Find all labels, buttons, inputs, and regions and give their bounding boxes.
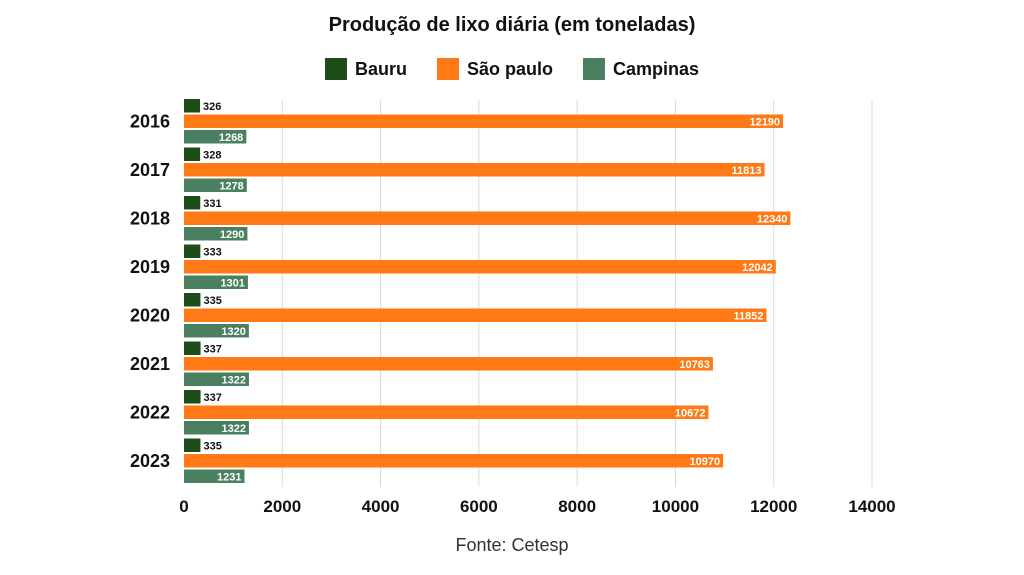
data-label: 333 (203, 246, 221, 258)
data-label: 335 (203, 440, 221, 452)
bar (184, 178, 247, 192)
data-label: 1231 (217, 471, 241, 483)
bar (184, 405, 709, 419)
bar (184, 390, 201, 404)
y-tick-label: 2020 (130, 305, 170, 325)
data-label: 12190 (749, 116, 780, 128)
legend: Bauru São paulo Campinas (0, 58, 1024, 80)
x-tick-label: 4000 (362, 497, 400, 516)
bar (184, 454, 724, 468)
bar (184, 293, 201, 307)
chart-title: Produção de lixo diária (em toneladas) (328, 14, 696, 36)
bar (184, 469, 245, 483)
bar (184, 211, 791, 225)
data-label: 10763 (679, 359, 710, 371)
data-label: 1320 (221, 326, 245, 338)
x-tick-label: 14000 (848, 497, 895, 516)
bar (184, 147, 201, 161)
x-tick-label: 8000 (558, 497, 596, 516)
bar (184, 357, 713, 371)
data-label: 11852 (733, 310, 763, 322)
x-tick-label: 0 (179, 497, 188, 516)
legend-swatch (583, 58, 605, 80)
legend-swatch (324, 58, 347, 80)
x-tick-label: 10000 (652, 497, 699, 516)
legend-item: Campinas (583, 58, 699, 80)
data-label: 11813 (732, 165, 762, 177)
legend-label: Campinas (613, 58, 700, 79)
data-label: 335 (203, 295, 221, 307)
bar (184, 372, 249, 386)
bar (184, 438, 201, 452)
bar (184, 324, 249, 338)
y-tick-label: 2021 (130, 354, 170, 374)
bar (184, 196, 201, 210)
legend-item: São paulo (436, 58, 553, 80)
data-label: 337 (204, 343, 222, 355)
x-tick-label: 12000 (750, 497, 797, 516)
data-label: 1301 (220, 277, 244, 289)
bar (184, 308, 767, 322)
y-tick-label: 2016 (130, 111, 170, 131)
data-label: 1322 (221, 374, 245, 386)
bar (184, 244, 201, 258)
legend-swatch (436, 58, 459, 80)
data-label: 328 (203, 149, 221, 161)
data-label: 1278 (219, 180, 243, 192)
data-label: 1322 (221, 423, 245, 435)
y-tick-label: 2023 (130, 451, 170, 471)
data-label: 12042 (742, 262, 773, 274)
legend-label: São paulo (466, 58, 553, 79)
x-tick-label: 2000 (263, 497, 301, 516)
x-tick-label: 6000 (460, 497, 498, 516)
bar (184, 421, 249, 435)
data-label: 12340 (757, 213, 788, 225)
bar (184, 260, 776, 274)
data-label: 1268 (219, 132, 243, 144)
data-label: 337 (204, 392, 222, 404)
bar (184, 130, 247, 144)
data-label: 10672 (675, 407, 706, 419)
bar (184, 114, 784, 128)
bar (184, 163, 765, 177)
y-tick-label: 2018 (130, 208, 170, 228)
data-label: 331 (203, 198, 221, 210)
data-label: 326 (203, 101, 221, 113)
legend-item: Bauru (324, 58, 407, 80)
y-tick-label: 2022 (130, 402, 170, 422)
source-footer: Fonte: Cetesp (455, 535, 569, 555)
y-tick-label: 2019 (130, 257, 170, 277)
bar (184, 341, 201, 355)
data-label: 10970 (690, 456, 721, 468)
legend-label: Bauru (354, 58, 407, 79)
bar (184, 275, 248, 289)
y-tick-label: 2017 (130, 160, 170, 180)
bar (184, 227, 248, 241)
data-label: 1290 (220, 229, 244, 241)
bar (184, 99, 201, 113)
